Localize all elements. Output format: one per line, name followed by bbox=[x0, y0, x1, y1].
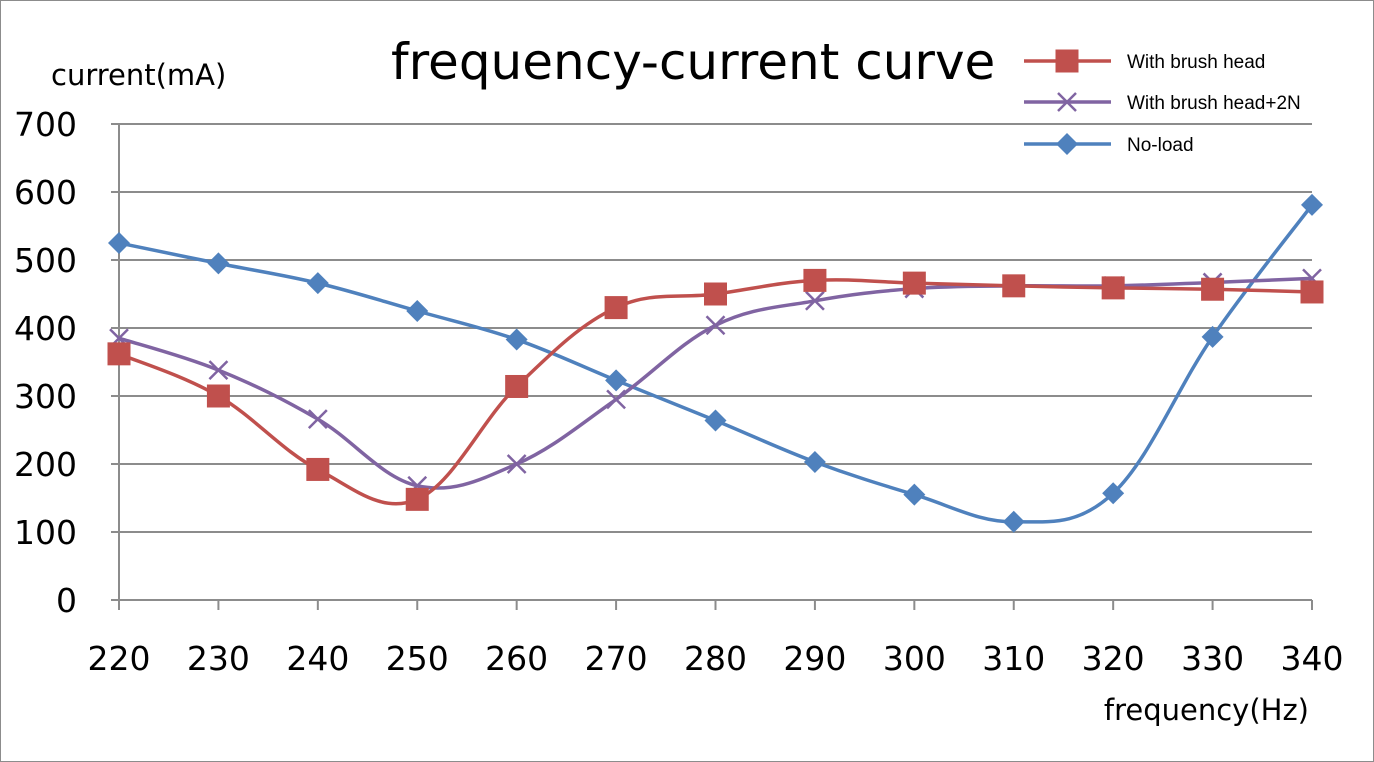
data-point-no-load-280 bbox=[704, 409, 727, 432]
legend-label-no-load: No-load bbox=[1127, 135, 1194, 156]
data-point-no-load-340 bbox=[1301, 193, 1323, 216]
data-point-with-brush-head-2n-240-stroke-b bbox=[307, 409, 328, 430]
y-tick-label: 400 bbox=[14, 309, 77, 348]
x-tick-label: 310 bbox=[982, 639, 1045, 678]
data-point-no-load-290 bbox=[803, 450, 826, 473]
series-markers bbox=[107, 193, 1324, 533]
x-tick-label: 260 bbox=[485, 639, 548, 678]
data-point-with-brush-head-2n-280-stroke-b bbox=[705, 315, 726, 336]
data-point-with-brush-head-2n-270 bbox=[606, 389, 626, 410]
legend-marker-with-brush-head-2n bbox=[1057, 92, 1077, 112]
data-point-with-brush-head-240 bbox=[306, 457, 330, 481]
data-point-with-brush-head-2n-260 bbox=[506, 454, 527, 474]
x-tick-label: 230 bbox=[187, 639, 250, 678]
data-point-with-brush-head-2n-240 bbox=[307, 409, 328, 430]
data-point-no-load-230 bbox=[207, 252, 230, 275]
data-point-with-brush-head-2n-280 bbox=[705, 315, 726, 336]
x-tick-label: 320 bbox=[1082, 639, 1145, 678]
data-point-with-brush-head-2n-290 bbox=[805, 290, 825, 311]
y-tick-label: 600 bbox=[14, 173, 77, 212]
data-point-no-load-240 bbox=[306, 272, 329, 295]
data-point-no-load-300 bbox=[903, 483, 926, 506]
x-tick-label: 340 bbox=[1281, 639, 1344, 678]
series-line-no-load bbox=[118, 203, 1314, 524]
x-tick-label: 330 bbox=[1181, 639, 1244, 678]
data-point-with-brush-head-260 bbox=[505, 374, 529, 398]
x-tick-label: 220 bbox=[88, 639, 151, 678]
x-tick-label: 240 bbox=[286, 639, 349, 678]
data-point-with-brush-head-2n-260-stroke-b bbox=[506, 454, 527, 474]
data-point-with-brush-head-220 bbox=[107, 342, 131, 366]
legend-label-with-brush-head-2n: With brush head+2N bbox=[1127, 93, 1301, 114]
y-tick-label: 500 bbox=[14, 241, 77, 280]
legend-marker-with-brush-head bbox=[1055, 49, 1079, 73]
data-point-with-brush-head-320 bbox=[1101, 276, 1125, 300]
y-tick-label: 100 bbox=[14, 513, 77, 552]
x-tick-label: 300 bbox=[883, 639, 946, 678]
data-point-with-brush-head-300 bbox=[902, 271, 926, 295]
x-tick-label: 280 bbox=[684, 639, 747, 678]
y-tick-label: 200 bbox=[14, 445, 77, 484]
data-point-with-brush-head-2n-230-stroke-b bbox=[208, 360, 229, 381]
legend-marker-no-load bbox=[1056, 133, 1078, 155]
y-tick-label: 700 bbox=[14, 105, 77, 144]
data-point-no-load-320 bbox=[1102, 482, 1125, 505]
y-tick-label: 0 bbox=[56, 581, 77, 620]
y-tick-label: 300 bbox=[14, 377, 77, 416]
data-point-with-brush-head-250 bbox=[405, 487, 429, 511]
data-point-no-load-220 bbox=[108, 232, 130, 254]
series-lines bbox=[118, 203, 1314, 524]
data-point-with-brush-head-330 bbox=[1201, 277, 1225, 301]
data-point-with-brush-head-230 bbox=[206, 384, 230, 408]
data-point-no-load-330 bbox=[1201, 325, 1224, 348]
data-point-no-load-250 bbox=[406, 300, 429, 322]
data-point-with-brush-head-340 bbox=[1300, 280, 1324, 304]
data-point-no-load-310 bbox=[1002, 510, 1025, 533]
y-axis-label: current(mA) bbox=[51, 58, 226, 92]
data-point-no-load-260 bbox=[505, 328, 528, 351]
data-point-with-brush-head-280 bbox=[704, 282, 727, 306]
legend: With brush head With brush head+2N No-load bbox=[1024, 49, 1301, 156]
data-point-with-brush-head-310 bbox=[1002, 274, 1026, 298]
data-point-with-brush-head-2n-270-stroke-b bbox=[606, 389, 626, 410]
legend-label-with-brush-head: With brush head bbox=[1127, 52, 1265, 73]
data-point-with-brush-head-2n-290-stroke-b bbox=[805, 290, 825, 311]
x-axis-label: frequency(Hz) bbox=[1104, 693, 1309, 727]
data-point-no-load-270 bbox=[605, 369, 628, 392]
data-point-with-brush-head-270 bbox=[604, 296, 628, 320]
data-point-with-brush-head-290 bbox=[803, 268, 827, 292]
data-point-with-brush-head-2n-230 bbox=[208, 360, 229, 381]
x-tick-label: 290 bbox=[783, 639, 846, 678]
x-tick-label: 250 bbox=[386, 639, 449, 678]
chart-title: frequency-current curve bbox=[391, 33, 995, 91]
axes: 0 100 200 300 400 500 600 700 220 230 240 250 260 270… bbox=[14, 105, 1344, 678]
x-tick-label: 270 bbox=[585, 639, 648, 678]
legend-marker-with-brush-head-2n-stroke-b bbox=[1057, 92, 1077, 112]
